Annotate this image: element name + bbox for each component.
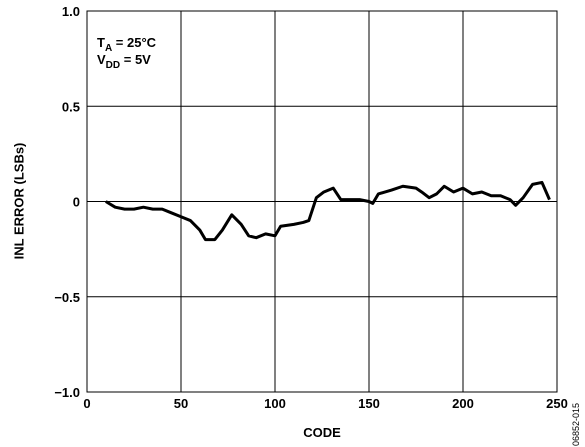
annotation-rest: = 25°C [112, 35, 156, 50]
annotation-main: T [97, 35, 105, 50]
y-axis-label: INL ERROR (LSBs) [11, 143, 26, 260]
annotation-sub: DD [106, 60, 120, 71]
x-tick-label: 250 [546, 396, 568, 411]
y-tick-label: −0.5 [54, 290, 80, 305]
x-tick-label: 200 [452, 396, 474, 411]
x-tick-label: 0 [83, 396, 90, 411]
plot-frame [86, 10, 558, 393]
x-tick-label: 100 [264, 396, 286, 411]
annotation-sub: A [105, 43, 112, 54]
y-tick-label: 1.0 [62, 4, 80, 19]
data-line [105, 180, 551, 242]
y-tick-label: 0 [73, 195, 80, 210]
annotation: VDD = 5V [97, 52, 151, 71]
figure-id: 06852-015 [571, 403, 581, 446]
y-tick-label: −1.0 [54, 385, 80, 400]
x-axis-label: CODE [303, 425, 341, 440]
annotation-rest: = 5V [120, 52, 151, 67]
x-tick-label: 150 [358, 396, 380, 411]
annotation-main: V [97, 52, 106, 67]
y-tick-label: 0.5 [62, 99, 80, 114]
x-tick-label: 50 [174, 396, 188, 411]
annotation: TA = 25°C [97, 35, 157, 54]
